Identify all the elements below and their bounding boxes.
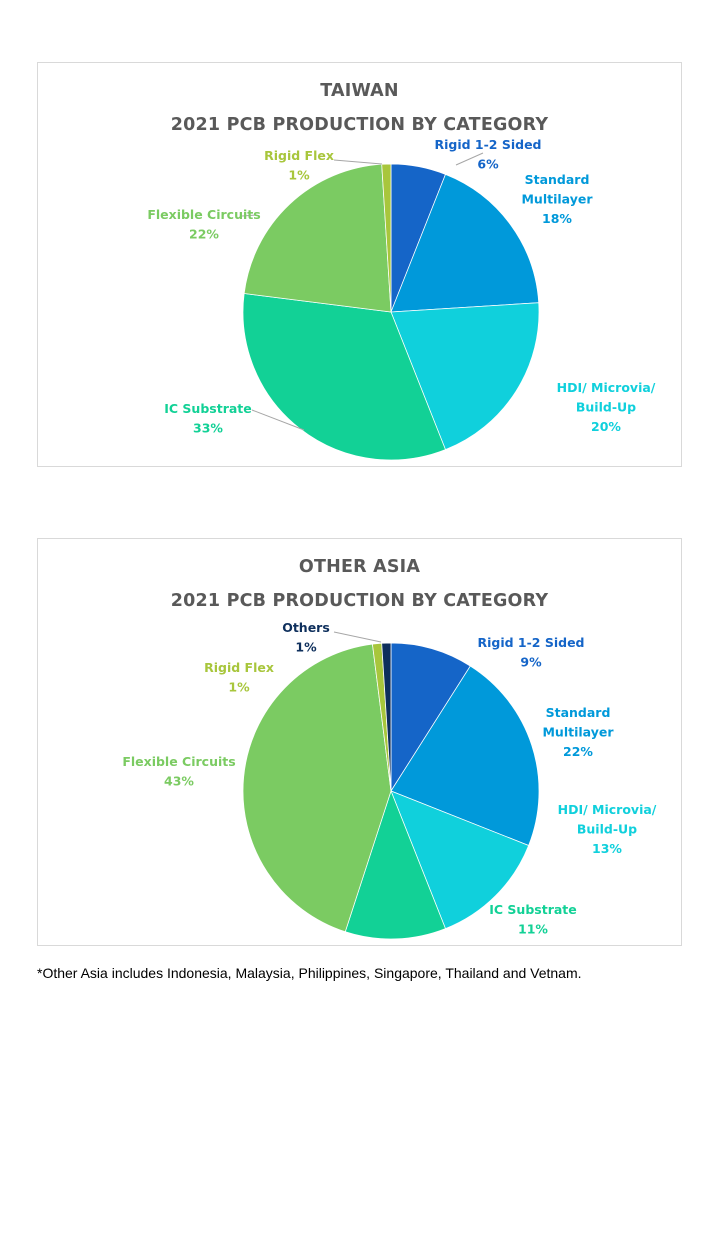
pie-slice-ic-substrate (344, 789, 446, 940)
pie-slice-others (381, 642, 392, 792)
leader-line-ic-substrate (251, 409, 305, 431)
pie-slice-standard-multilayer (390, 665, 540, 846)
data-label-rigid-1-2-sided: Rigid 1-2 Sided 6% (434, 137, 541, 172)
pie-slice-standard-multilayer (390, 173, 540, 313)
pie-slice-flexible-circuits (242, 643, 392, 933)
leader-line-others (333, 631, 382, 643)
pie-slice-hdi-microvia-build-up (390, 302, 540, 451)
data-label-standard-multilayer: Standard Multilayer 22% (542, 705, 614, 759)
data-label-rigid-flex: Rigid Flex 1% (204, 660, 274, 695)
footnote: *Other Asia includes Indonesia, Malaysia… (37, 965, 582, 981)
data-label-ic-substrate: IC Substrate 33% (164, 401, 252, 436)
data-label-others: Others 1% (282, 620, 330, 655)
data-label-hdi-microvia-build-up: HDI/ Microvia/Build-Up 20% (557, 380, 656, 434)
data-label-rigid-1-2-sided: Rigid 1-2 Sided 9% (477, 635, 584, 670)
data-label-hdi-microvia-build-up: HDI/ Microvia/Build-Up 13% (558, 802, 657, 856)
leader-line-flexible-circuits (241, 214, 258, 217)
pie-chart-taiwan: Rigid 1-2 Sided 6%Standard Multilayer 18% HD… (147, 137, 656, 461)
chart-subtitle: 2021 PCB PRODUCTION BY CATEGORY (170, 115, 549, 135)
chart-subtitle: 2021 PCB PRODUCTION BY CATEGORY (170, 591, 549, 611)
chart-other-asia: OTHER ASIA 2021 PCB PRODUCTION BY CATEGO… (37, 538, 682, 946)
data-label-standard-multilayer: Standard Multilayer 18% (521, 172, 593, 226)
chart-title: TAIWAN (320, 81, 399, 101)
chart-title: OTHER ASIA (298, 557, 421, 577)
leader-line-rigid-1-2-sided (455, 152, 484, 166)
data-label-flexible-circuits: Flexible Circuits 22% (147, 207, 260, 242)
data-label-ic-substrate: IC Substrate 11% (489, 902, 577, 937)
data-label-flexible-circuits: Flexible Circuits 43% (122, 754, 235, 789)
pie-chart-other-asia: Rigid 1-2 Sided 9% Standard Multilayer 22% HD… (122, 620, 657, 940)
pie-slice-hdi-microvia-build-up (390, 790, 530, 930)
data-label-rigid-flex: Rigid Flex 1% (264, 148, 334, 183)
pie-slice-flexible-circuits (243, 163, 392, 313)
pie-slice-rigid-1-2-sided (390, 642, 471, 793)
chart-taiwan: TAIWAN 2021 PCB PRODUCTION BY CATEGORY R… (37, 62, 682, 467)
leader-line-rigid-flex (333, 159, 383, 165)
